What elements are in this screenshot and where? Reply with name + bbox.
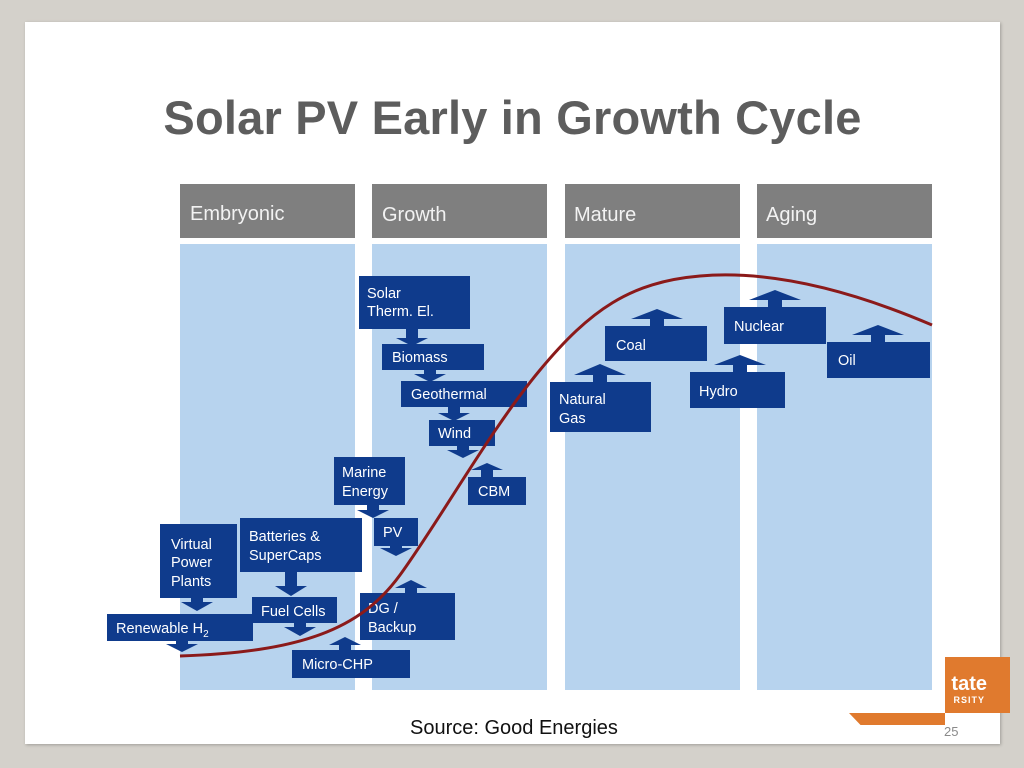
tech-label-line: Energy	[342, 484, 389, 500]
down-arrow-icon	[284, 623, 316, 636]
logo-subtext: RSITY	[953, 695, 985, 705]
down-arrow-icon	[438, 407, 470, 421]
tech-solar-thermal: Solar Therm. El.	[359, 276, 470, 346]
tech-label: Micro-CHP	[302, 657, 373, 673]
tech-label-line: Gas	[559, 411, 586, 427]
tech-box	[359, 276, 470, 329]
tech-renewable-h2: Renewable H2	[107, 614, 253, 652]
down-arrow-icon	[357, 505, 389, 518]
slide-title: Solar PV Early in Growth Cycle	[163, 91, 862, 144]
tech-label-line: Backup	[368, 620, 416, 636]
down-arrow-icon	[166, 641, 198, 652]
tech-label: Wind	[438, 426, 471, 442]
tech-hydro: Hydro	[690, 355, 785, 408]
tech-geothermal: Geothermal	[401, 381, 527, 421]
tech-label: Coal	[616, 338, 646, 354]
tech-box	[827, 342, 930, 378]
up-arrow-icon	[749, 290, 801, 307]
down-arrow-icon	[181, 598, 213, 611]
tech-label-main: Renewable H	[116, 621, 203, 637]
tech-wind: Wind	[429, 420, 495, 458]
tech-box	[690, 372, 785, 408]
tech-box	[334, 457, 405, 505]
tech-coal: Coal	[605, 309, 707, 361]
up-arrow-icon	[631, 309, 683, 326]
up-arrow-icon	[471, 463, 503, 478]
growth-curve	[179, 273, 933, 658]
tech-label-line: Power	[171, 555, 212, 571]
tech-virtual-power-plants: Virtual Power Plants	[160, 524, 237, 611]
tech-label: Hydro	[699, 384, 738, 400]
tech-label-line: SuperCaps	[249, 548, 322, 564]
tech-oil: Oil	[827, 325, 930, 378]
stage-header	[372, 184, 547, 238]
tech-label-line: Natural	[559, 392, 606, 408]
down-arrow-icon	[275, 572, 307, 596]
tech-label-line: Therm. El.	[367, 304, 434, 320]
tech-label: Oil	[838, 353, 856, 369]
tech-marine-energy: Marine Energy	[334, 457, 405, 518]
tech-label: PV	[383, 525, 403, 541]
page-number: 25	[944, 724, 959, 739]
tech-box	[401, 381, 527, 407]
tech-box	[252, 597, 337, 623]
up-arrow-icon	[574, 364, 626, 382]
logo-text: tate	[951, 673, 987, 695]
tech-box	[374, 518, 418, 546]
tech-batteries-supercaps: Batteries & SuperCaps	[240, 518, 362, 596]
tech-biomass: Biomass	[382, 344, 484, 382]
tech-box	[468, 477, 526, 505]
down-arrow-icon	[447, 446, 479, 458]
tech-box	[160, 524, 237, 598]
tech-label-line: DG /	[368, 601, 399, 617]
up-arrow-icon	[852, 325, 904, 342]
stage-label: Growth	[382, 204, 446, 226]
tech-label: CBM	[478, 484, 510, 500]
down-arrow-icon	[380, 546, 412, 556]
tech-pv: PV	[374, 518, 418, 556]
stage-header	[565, 184, 740, 238]
stage-label: Mature	[574, 204, 636, 226]
stage-label: Aging	[766, 204, 817, 226]
down-arrow-icon	[414, 370, 446, 382]
tech-box	[724, 307, 826, 344]
tech-box	[382, 344, 484, 370]
tech-label: Renewable H2	[116, 621, 209, 640]
tech-label: Fuel Cells	[261, 604, 325, 620]
tech-label-line: Virtual	[171, 537, 212, 553]
tech-nuclear: Nuclear	[724, 290, 826, 344]
tech-box	[107, 614, 253, 641]
down-arrow-icon	[396, 329, 428, 346]
up-arrow-icon	[395, 580, 427, 593]
tech-box	[429, 420, 495, 446]
tech-label-line: Solar	[367, 286, 401, 302]
stage-aging: Aging	[757, 184, 932, 690]
tech-label: Biomass	[392, 350, 448, 366]
logo-tab	[849, 713, 945, 725]
tech-label-line: Plants	[171, 574, 211, 590]
tech-label: Nuclear	[734, 319, 784, 335]
stage-header	[180, 184, 355, 238]
tech-micro-chp: Micro-CHP	[292, 637, 410, 678]
tech-cbm: CBM	[468, 463, 526, 505]
up-arrow-icon	[329, 637, 361, 650]
source-caption: Source: Good Energies	[410, 717, 618, 739]
tech-fuel-cells: Fuel Cells	[252, 597, 337, 636]
stage-header	[757, 184, 932, 238]
tech-box	[292, 650, 410, 678]
tech-label: Geothermal	[411, 387, 487, 403]
tech-label-line: Marine	[342, 465, 386, 481]
tech-label-line: Batteries &	[249, 529, 320, 545]
stage-label: Embryonic	[190, 203, 284, 225]
stage-mature: Mature	[565, 184, 740, 690]
up-arrow-icon	[714, 355, 766, 372]
tech-label-subscript: 2	[203, 629, 209, 640]
tech-natural-gas: Natural Gas	[550, 364, 651, 432]
university-logo: tate RSITY	[945, 657, 1010, 713]
tech-box	[550, 382, 651, 432]
tech-box	[605, 326, 707, 361]
tech-box	[240, 518, 362, 572]
